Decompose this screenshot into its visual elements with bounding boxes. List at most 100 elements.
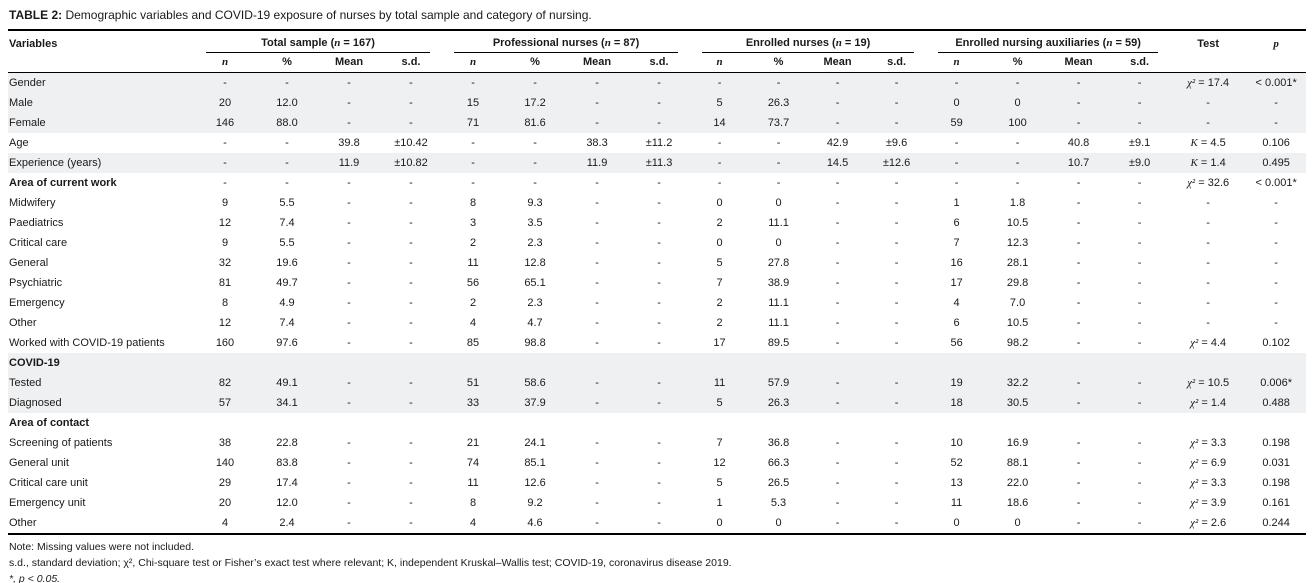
data-cell (1109, 413, 1170, 433)
data-cell: - (223, 77, 227, 89)
data-cell: 12.0 (276, 497, 298, 509)
test-cell: χ² = 1.4 (1190, 397, 1227, 409)
data-cell: 140 (215, 457, 235, 469)
data-cell: 38.9 (767, 277, 790, 289)
data-cell: - (1076, 117, 1081, 129)
data-cell: - (657, 97, 661, 109)
row-label: Psychiatric (9, 277, 63, 289)
data-cell: 56 (950, 337, 963, 349)
data-cell: - (657, 437, 661, 449)
data-cell (380, 353, 442, 373)
data-cell: 17 (950, 277, 963, 289)
data-cell: - (409, 97, 413, 109)
data-cell: - (347, 497, 351, 509)
p-value-cell: - (1274, 197, 1278, 209)
data-cell: - (1076, 77, 1081, 89)
table-row: Tested 82 49.1 - - 51 58.6 - - 11 57.9 - - 19 32.2 - - χ²… (8, 373, 1307, 393)
data-cell: - (347, 397, 351, 409)
data-cell: - (1076, 477, 1081, 489)
data-cell: 36.8 (767, 437, 790, 449)
data-cell: 71 (466, 117, 480, 129)
test-cell: χ² = 10.5 (1187, 377, 1230, 389)
data-cell: - (954, 177, 959, 189)
data-cell: - (347, 297, 351, 309)
data-cell: 12 (218, 317, 232, 329)
data-cell: 21 (466, 437, 480, 449)
table-row: Female 146 88.0 - - 71 81.6 - - 14 73.7 - - 59 100 - - - - (8, 113, 1307, 133)
row-label: COVID-19 (9, 357, 60, 369)
data-cell: ±12.6 (882, 157, 911, 169)
data-cell: 74 (466, 457, 480, 469)
test-cell: - (1206, 117, 1210, 129)
data-cell: - (835, 197, 840, 209)
data-cell: - (347, 117, 351, 129)
data-cell: 0 (926, 513, 988, 535)
data-cell: 1.8 (1009, 197, 1026, 209)
data-cell: 49.1 (276, 377, 298, 389)
data-cell: 17.4 (276, 477, 298, 489)
data-cell: - (835, 77, 840, 89)
data-cell: - (835, 177, 840, 189)
subcol-header-n: n (442, 53, 505, 73)
data-cell: 7.0 (1009, 297, 1026, 309)
p-value-cell: - (1274, 257, 1278, 269)
data-cell: 6 (953, 217, 960, 229)
data-cell: ±10.42 (394, 137, 428, 149)
data-cell: - (1076, 337, 1081, 349)
data-cell: 85.1 (524, 457, 546, 469)
data-cell: 5 (716, 477, 723, 489)
group-header-enrolled-nurses: Enrolled nurses (n = 19) (690, 31, 926, 53)
data-cell: 38 (218, 437, 232, 449)
data-cell: - (347, 257, 351, 269)
data-cell (749, 413, 808, 433)
data-cell: 83.8 (276, 457, 298, 469)
data-cell: 52 (950, 457, 963, 469)
data-cell: 0 (716, 237, 723, 249)
data-cell: - (347, 477, 351, 489)
data-cell: 11 (950, 497, 963, 509)
p-value-cell: 0.495 (1262, 157, 1290, 169)
data-cell: - (1137, 77, 1142, 89)
test-cell: K = 4.5 (1190, 137, 1226, 149)
data-cell: 0 (716, 197, 723, 209)
p-value-cell: < 0.001* (1255, 77, 1297, 89)
col-header-variables: Variables (8, 31, 194, 73)
data-cell: - (894, 477, 899, 489)
data-cell: 39.8 (338, 137, 360, 149)
data-cell: 11.1 (768, 217, 789, 229)
table-row: Other 4 2.4- -4 4.6- -0 0- -0 0- - χ² = 2.6 0.244 (8, 513, 1307, 535)
data-cell: 18 (950, 397, 963, 409)
data-cell (566, 353, 628, 373)
data-cell: 5 (716, 97, 723, 109)
data-cell: - (595, 217, 599, 229)
col-header-test: Test (1170, 31, 1247, 73)
p-value-cell: - (1274, 317, 1278, 329)
data-cell: - (285, 137, 289, 149)
table-row: Age - - 39.8 ±10.42 - - 38.3 ±11.2 - - 42.9 ±9.6 - - 40… (8, 133, 1306, 153)
data-cell (442, 413, 504, 433)
table-title-text: Demographic variables and COVID-19 expos… (62, 8, 592, 22)
data-cell: - (1137, 237, 1142, 249)
data-cell: - (409, 437, 413, 449)
data-cell: - (657, 377, 661, 389)
row-label: General (9, 257, 49, 269)
data-cell: - (471, 137, 475, 149)
table-row: Gender - - - - - - - - - - - - - - - - χ² = 17.4 < 0.001* (8, 72, 1307, 93)
data-cell: - (1076, 237, 1081, 249)
data-cell: 0 (953, 97, 960, 109)
data-cell (867, 413, 926, 433)
data-cell: - (835, 317, 840, 329)
data-cell: 81.6 (524, 117, 546, 129)
data-cell: - (835, 237, 840, 249)
data-cell: - (1015, 177, 1020, 189)
data-cell: - (595, 117, 599, 129)
data-cell (318, 413, 380, 433)
data-cell (808, 413, 867, 433)
row-label: Tested (9, 377, 42, 389)
data-cell: 16.9 (1006, 437, 1029, 449)
data-cell: - (657, 117, 661, 129)
data-cell: - (1109, 513, 1171, 535)
data-cell: - (657, 277, 661, 289)
row-label: Other (8, 513, 194, 535)
data-cell: - (867, 513, 927, 535)
